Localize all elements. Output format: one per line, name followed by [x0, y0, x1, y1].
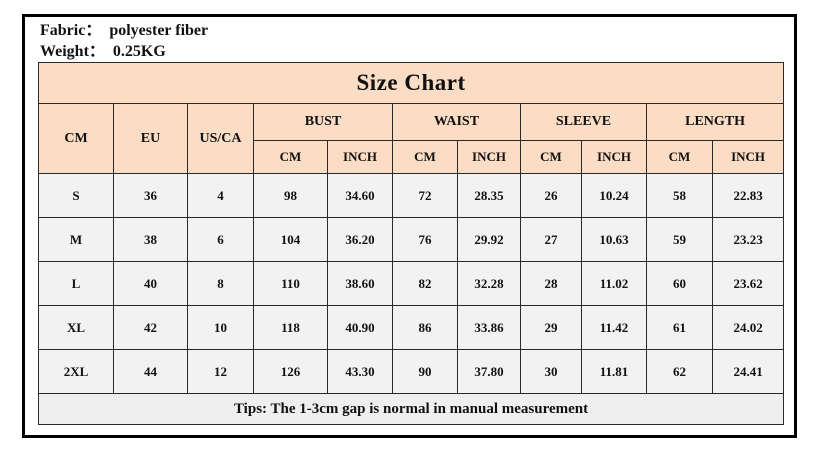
- size-row-2xl: 2XL 44 12 126 43.30 90 37.80 30 11.81 62…: [38, 349, 785, 394]
- tips-row: Tips: The 1-3cm gap is normal in manual …: [37, 393, 785, 425]
- cell-sleeve-cm: 28: [520, 261, 582, 306]
- cell-bust-cm: 110: [253, 261, 328, 306]
- cell-waist-cm: 86: [392, 305, 458, 350]
- cell-eu: 44: [113, 349, 188, 394]
- cell-usca: 12: [187, 349, 254, 394]
- cell-eu: 38: [113, 217, 188, 262]
- cell-length-inch: 24.41: [711, 349, 785, 394]
- size-label: XL: [38, 305, 114, 350]
- cell-length-inch: 24.02: [711, 305, 785, 350]
- cell-length-cm: 60: [646, 261, 713, 306]
- cell-bust-inch: 36.20: [327, 217, 393, 262]
- product-info: Fabric： polyester fiber Weight： 0.25KG: [40, 20, 208, 62]
- cell-sleeve-cm: 29: [520, 305, 582, 350]
- weight-label: Weight：: [40, 43, 105, 60]
- cell-usca: 6: [187, 217, 254, 262]
- group-header-length: LENGTH: [645, 103, 785, 141]
- col-header-usca: US/CA: [187, 103, 254, 174]
- cell-sleeve-cm: 30: [520, 349, 582, 394]
- cell-eu: 42: [113, 305, 188, 350]
- cell-waist-cm: 82: [392, 261, 458, 306]
- group-header-bust: BUST: [253, 103, 393, 141]
- header-sub-row: CM INCH CM INCH CM INCH CM INCH: [39, 140, 785, 174]
- subheader-length-cm: CM: [646, 140, 713, 174]
- cell-waist-cm: 76: [392, 217, 458, 262]
- subheader-waist-inch: INCH: [457, 140, 521, 174]
- size-chart-table: Size Chart CM EU US/CA BUST WAIST SLEEVE…: [37, 62, 785, 425]
- subheader-sleeve-cm: CM: [520, 140, 582, 174]
- cell-bust-inch: 38.60: [327, 261, 393, 306]
- subheader-length-inch: INCH: [711, 140, 785, 174]
- cell-waist-cm: 72: [392, 173, 458, 218]
- subheader-bust-inch: INCH: [327, 140, 393, 174]
- cell-usca: 4: [187, 173, 254, 218]
- size-label: L: [38, 261, 114, 306]
- cell-usca: 8: [187, 261, 254, 306]
- subheader-sleeve-inch: INCH: [581, 140, 647, 174]
- cell-waist-cm: 90: [392, 349, 458, 394]
- cell-length-cm: 59: [646, 217, 713, 262]
- group-header-sleeve: SLEEVE: [520, 103, 647, 141]
- subheader-waist-cm: CM: [392, 140, 458, 174]
- cell-waist-inch: 28.35: [457, 173, 521, 218]
- subheader-bust-cm: CM: [253, 140, 328, 174]
- fabric-value: polyester fiber: [109, 22, 209, 39]
- header-group-row: CM EU US/CA BUST WAIST SLEEVE LENGTH: [38, 103, 785, 174]
- col-header-eu: EU: [113, 103, 188, 174]
- fabric-label: Fabric：: [40, 22, 102, 39]
- cell-length-inch: 23.23: [711, 217, 785, 262]
- size-row-m: M 38 6 104 36.20 76 29.92 27 10.63 59 23…: [38, 217, 785, 262]
- cell-sleeve-inch: 10.63: [581, 217, 647, 262]
- cell-eu: 40: [113, 261, 188, 306]
- cell-bust-inch: 43.30: [327, 349, 393, 394]
- chart-title: Size Chart: [37, 62, 785, 104]
- title-row: Size Chart: [37, 62, 785, 104]
- cell-sleeve-inch: 11.42: [581, 305, 647, 350]
- cell-bust-cm: 98: [253, 173, 328, 218]
- cell-bust-inch: 40.90: [327, 305, 393, 350]
- cell-waist-inch: 37.80: [457, 349, 521, 394]
- size-label: S: [38, 173, 114, 218]
- tips-text: Tips: The 1-3cm gap is normal in manual …: [37, 393, 785, 425]
- size-label: M: [38, 217, 114, 262]
- size-row-l: L 40 8 110 38.60 82 32.28 28 11.02 60 23…: [38, 261, 785, 306]
- weight-line: Weight： 0.25KG: [40, 41, 208, 62]
- cell-length-inch: 23.62: [711, 261, 785, 306]
- cell-length-cm: 61: [646, 305, 713, 350]
- cell-waist-inch: 29.92: [457, 217, 521, 262]
- cell-sleeve-inch: 11.81: [581, 349, 647, 394]
- cell-sleeve-inch: 11.02: [581, 261, 647, 306]
- size-label: 2XL: [38, 349, 114, 394]
- group-header-waist: WAIST: [392, 103, 521, 141]
- cell-sleeve-cm: 27: [520, 217, 582, 262]
- cell-sleeve-cm: 26: [520, 173, 582, 218]
- cell-length-cm: 62: [646, 349, 713, 394]
- cell-length-inch: 22.83: [711, 173, 785, 218]
- size-row-s: S 36 4 98 34.60 72 28.35 26 10.24 58 22.…: [38, 173, 785, 218]
- weight-value: 0.25KG: [112, 43, 166, 60]
- cell-bust-inch: 34.60: [327, 173, 393, 218]
- size-row-xl: XL 42 10 118 40.90 86 33.86 29 11.42 61 …: [38, 305, 785, 350]
- cell-bust-cm: 126: [253, 349, 328, 394]
- cell-bust-cm: 118: [253, 305, 328, 350]
- cell-sleeve-inch: 10.24: [581, 173, 647, 218]
- cell-eu: 36: [113, 173, 188, 218]
- cell-usca: 10: [187, 305, 254, 350]
- fabric-line: Fabric： polyester fiber: [40, 20, 208, 41]
- cell-bust-cm: 104: [253, 217, 328, 262]
- cell-length-cm: 58: [646, 173, 713, 218]
- col-header-cm: CM: [38, 103, 114, 174]
- cell-waist-inch: 32.28: [457, 261, 521, 306]
- cell-waist-inch: 33.86: [457, 305, 521, 350]
